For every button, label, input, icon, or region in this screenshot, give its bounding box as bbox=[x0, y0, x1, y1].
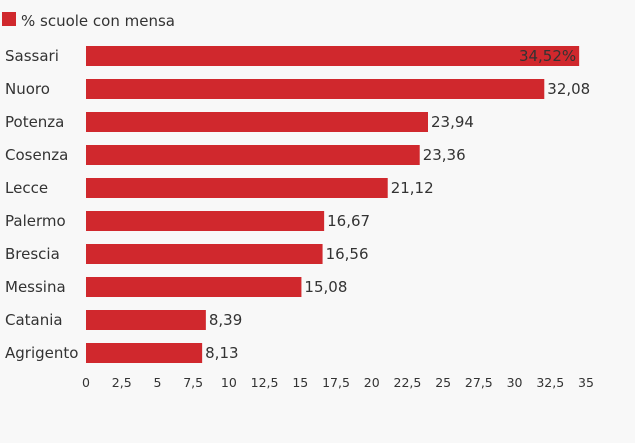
x-tick-label: 35 bbox=[578, 375, 594, 390]
bar bbox=[86, 310, 206, 330]
value-labels: 34,52% 32,08 23,94 23,36 21,12 16,67 16,56 15,0… bbox=[205, 47, 590, 362]
bar bbox=[86, 178, 388, 198]
data-label: 23,36 bbox=[423, 146, 466, 164]
data-label: 16,56 bbox=[326, 245, 369, 263]
x-tick-label: 17,5 bbox=[322, 375, 350, 390]
category-label: Sassari bbox=[5, 47, 59, 65]
category-label: Messina bbox=[5, 278, 66, 296]
category-label: Catania bbox=[5, 311, 63, 329]
bar bbox=[86, 79, 545, 99]
data-label: 21,12 bbox=[391, 179, 434, 197]
bar bbox=[86, 46, 580, 66]
legend-swatch bbox=[2, 12, 16, 26]
bar bbox=[86, 277, 302, 297]
bar bbox=[86, 112, 428, 132]
bars bbox=[86, 46, 580, 363]
x-tick-label: 22,5 bbox=[394, 375, 422, 390]
x-tick-label: 32,5 bbox=[536, 375, 564, 390]
category-label: Brescia bbox=[5, 245, 60, 263]
x-tick-label: 25 bbox=[435, 375, 451, 390]
legend: % scuole con mensa bbox=[2, 12, 175, 30]
x-tick-label: 12,5 bbox=[251, 375, 279, 390]
x-tick-label: 27,5 bbox=[465, 375, 493, 390]
x-axis: 0 2,5 5 7,5 10 12,5 15 17,5 20 22,5 25 27,5 30 32,5 35 bbox=[82, 375, 594, 390]
legend-label: % scuole con mensa bbox=[21, 12, 175, 30]
category-label: Lecce bbox=[5, 179, 48, 197]
bar bbox=[86, 211, 325, 231]
x-tick-label: 30 bbox=[507, 375, 523, 390]
category-label: Cosenza bbox=[5, 146, 68, 164]
category-label: Palermo bbox=[5, 212, 66, 230]
x-tick-label: 5 bbox=[153, 375, 161, 390]
data-label: 34,52% bbox=[519, 47, 576, 65]
category-label: Nuoro bbox=[5, 80, 50, 98]
x-tick-label: 10 bbox=[221, 375, 237, 390]
category-label: Agrigento bbox=[5, 344, 78, 362]
data-label: 16,67 bbox=[327, 212, 370, 230]
bar bbox=[86, 145, 420, 165]
data-label: 8,39 bbox=[209, 311, 242, 329]
x-tick-label: 2,5 bbox=[112, 375, 132, 390]
bar bbox=[86, 343, 203, 363]
x-tick-label: 15 bbox=[292, 375, 308, 390]
bar bbox=[86, 244, 323, 264]
data-label: 23,94 bbox=[431, 113, 474, 131]
data-label: 15,08 bbox=[304, 278, 347, 296]
data-label: 8,13 bbox=[205, 344, 238, 362]
category-labels: Sassari Nuoro Potenza Cosenza Lecce Palermo Br… bbox=[5, 47, 78, 362]
data-label: 32,08 bbox=[547, 80, 590, 98]
x-tick-label: 7,5 bbox=[183, 375, 203, 390]
category-label: Potenza bbox=[5, 113, 64, 131]
x-tick-label: 0 bbox=[82, 375, 90, 390]
x-tick-label: 20 bbox=[364, 375, 380, 390]
